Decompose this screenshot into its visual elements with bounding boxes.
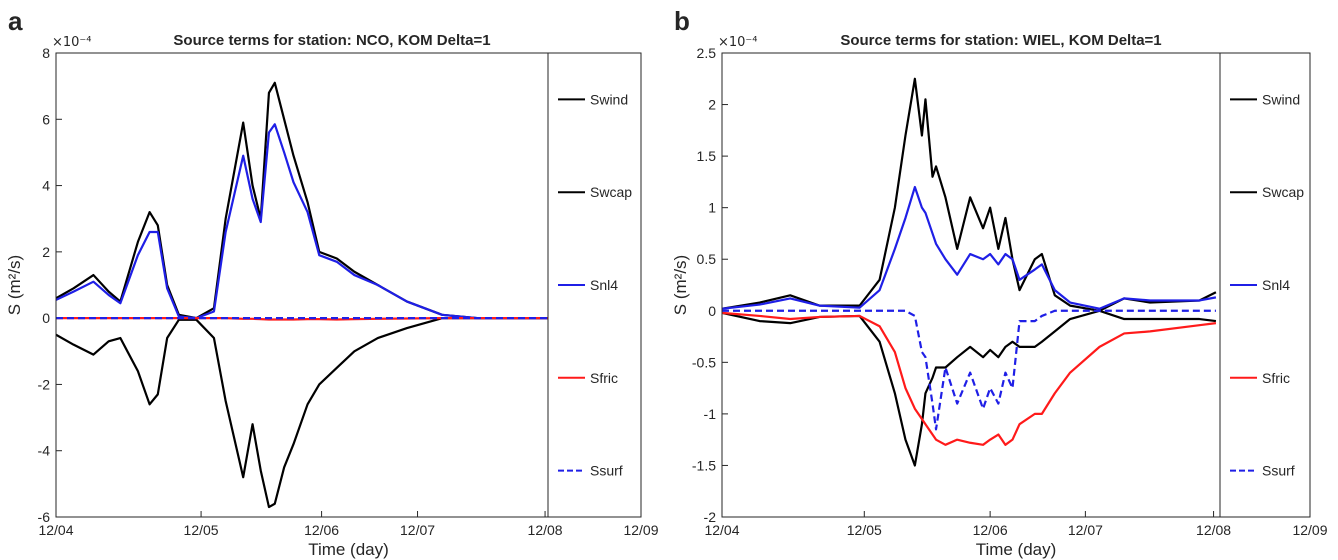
axis-exponent: ×10⁻⁴ bbox=[718, 35, 758, 50]
series-line bbox=[722, 309, 1216, 431]
chart-title: Source terms for station: NCO, KOM Delta… bbox=[173, 32, 490, 49]
legend-label: Snl4 bbox=[590, 277, 618, 293]
series-line bbox=[722, 311, 1217, 446]
x-axis-label: Time (day) bbox=[976, 540, 1057, 559]
y-tick-label: -2 bbox=[38, 376, 51, 392]
x-tick-label: 12/07 bbox=[400, 522, 435, 538]
series-line bbox=[722, 185, 1217, 310]
y-tick-label: -6 bbox=[38, 509, 51, 525]
x-axis-label: Time (day) bbox=[308, 540, 389, 559]
x-tick-label: 12/08 bbox=[528, 522, 563, 538]
y-tick-label: 0 bbox=[708, 303, 716, 319]
y-tick-label: -4 bbox=[38, 443, 51, 459]
y-tick-label: 2 bbox=[708, 97, 716, 113]
x-tick-label: 12/06 bbox=[304, 522, 339, 538]
y-tick-label: 2.5 bbox=[697, 45, 717, 61]
legend-label: Snl4 bbox=[1262, 277, 1290, 293]
y-tick-label: 1.5 bbox=[697, 148, 717, 164]
x-tick-label: 12/04 bbox=[38, 522, 73, 538]
panel-label: a bbox=[8, 6, 23, 36]
y-tick-label: 2 bbox=[42, 244, 50, 260]
legend-label: Swcap bbox=[590, 184, 632, 200]
y-axis-label: S (m²/s) bbox=[5, 255, 24, 315]
y-tick-label: 1 bbox=[708, 200, 716, 216]
x-tick-label: 12/09 bbox=[1292, 522, 1327, 538]
series-line bbox=[56, 317, 548, 509]
series-line bbox=[722, 309, 1217, 467]
x-tick-label: 12/05 bbox=[184, 522, 219, 538]
legend-label: Swind bbox=[1262, 91, 1300, 107]
legend-label: Sfric bbox=[590, 370, 618, 386]
x-tick-label: 12/07 bbox=[1068, 522, 1103, 538]
y-tick-label: -1.5 bbox=[692, 457, 716, 473]
chart-title: Source terms for station: WIEL, KOM Delt… bbox=[840, 32, 1161, 49]
y-tick-label: 6 bbox=[42, 111, 50, 127]
legend-label: Sfric bbox=[1262, 370, 1290, 386]
legend-label: Swcap bbox=[1262, 184, 1304, 200]
y-tick-label: 4 bbox=[42, 178, 50, 194]
x-tick-label: 12/06 bbox=[973, 522, 1008, 538]
legend-label: Ssurf bbox=[590, 463, 623, 479]
plot-area bbox=[722, 53, 1310, 517]
y-tick-label: -0.5 bbox=[692, 354, 716, 370]
x-tick-label: 12/04 bbox=[704, 522, 739, 538]
plot-area bbox=[56, 53, 641, 517]
series-line bbox=[722, 77, 1217, 312]
y-tick-label: 0 bbox=[42, 310, 50, 326]
y-axis-label: S (m²/s) bbox=[671, 255, 690, 315]
y-tick-label: 8 bbox=[42, 45, 50, 61]
series-line bbox=[56, 123, 548, 320]
panel-label: b bbox=[674, 6, 690, 36]
legend-label: Ssurf bbox=[1262, 463, 1295, 479]
x-tick-label: 12/05 bbox=[847, 522, 882, 538]
x-tick-label: 12/09 bbox=[623, 522, 658, 538]
x-tick-label: 12/08 bbox=[1196, 522, 1231, 538]
y-tick-label: -1 bbox=[704, 406, 717, 422]
y-tick-label: 0.5 bbox=[697, 251, 717, 267]
y-tick-label: -2 bbox=[704, 509, 717, 525]
axis-exponent: ×10⁻⁴ bbox=[52, 35, 92, 50]
legend-label: Swind bbox=[590, 91, 628, 107]
